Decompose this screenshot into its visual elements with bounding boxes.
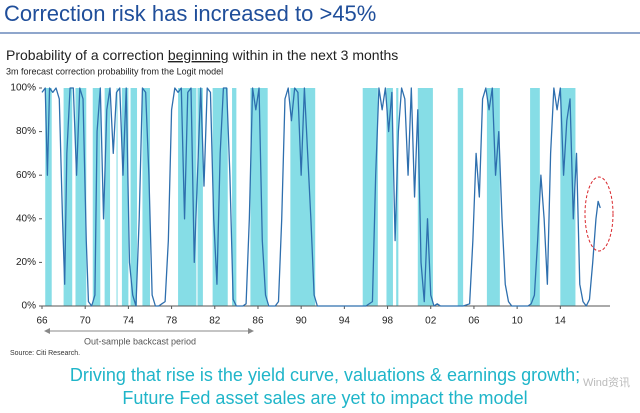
correction-period <box>386 88 393 306</box>
y-tick-label: 100% <box>10 83 36 94</box>
source: Source: Citi Research. <box>10 350 80 357</box>
chart-note: 3m forecast correction probability from … <box>6 66 223 76</box>
x-tick-label: 98 <box>382 316 394 327</box>
correction-period <box>104 88 111 306</box>
correction-period <box>486 88 500 306</box>
x-tick-label: 82 <box>209 316 221 327</box>
x-tick-label: 94 <box>339 316 351 327</box>
x-tick-label: 66 <box>36 316 48 327</box>
y-tick-label: 40% <box>16 213 36 224</box>
y-tick-label: 0% <box>22 301 37 312</box>
correction-period <box>396 88 399 306</box>
correction-period <box>142 88 150 306</box>
correction-period <box>457 88 464 306</box>
chart-subtitle: Probability of a correction beginning wi… <box>6 47 398 63</box>
watermark: Wind资讯 <box>583 376 630 389</box>
x-tick-label: 74 <box>123 316 135 327</box>
subtitle-part: beginning <box>168 47 229 63</box>
chart-title: Correction risk has increased to >45% <box>4 1 376 26</box>
y-tick-label: 60% <box>16 170 36 181</box>
correction-period <box>212 88 228 306</box>
correction-period <box>197 88 203 306</box>
probability-line <box>41 87 601 307</box>
x-tick-label: 06 <box>468 316 480 327</box>
correction-period <box>250 88 268 306</box>
correction-period <box>45 88 52 306</box>
correction-period <box>530 88 540 306</box>
highlight-ellipse <box>584 176 614 252</box>
correction-period <box>121 88 129 306</box>
subtitle-part: within in the next 3 months <box>229 47 399 63</box>
x-tick-label: 70 <box>80 316 92 327</box>
correction-period <box>232 88 237 306</box>
y-tick-label: 20% <box>16 257 36 268</box>
correction-period <box>116 88 118 306</box>
y-tick-label: 80% <box>16 126 36 137</box>
x-tick-label: 14 <box>555 316 567 327</box>
correction-period <box>75 88 87 306</box>
correction-period <box>130 88 138 306</box>
takeaway: Future Fed asset sales are yet to impact… <box>122 388 527 408</box>
x-tick-label: 10 <box>512 316 524 327</box>
backcast-label: Out-sample backcast period <box>84 336 196 346</box>
correction-period <box>63 88 73 306</box>
x-tick-label: 02 <box>425 316 437 327</box>
x-tick-label: 78 <box>166 316 178 327</box>
x-tick-label: 90 <box>296 316 308 327</box>
takeaway: Driving that rise is the yield curve, va… <box>70 365 580 385</box>
subtitle-part: Probability of a correction <box>6 47 168 63</box>
x-tick-label: 86 <box>252 316 264 327</box>
plot: 0% 20% 40% 60% 80% 100% 66 70 74 78 82 86 90 94 98 02 06… <box>10 83 610 327</box>
